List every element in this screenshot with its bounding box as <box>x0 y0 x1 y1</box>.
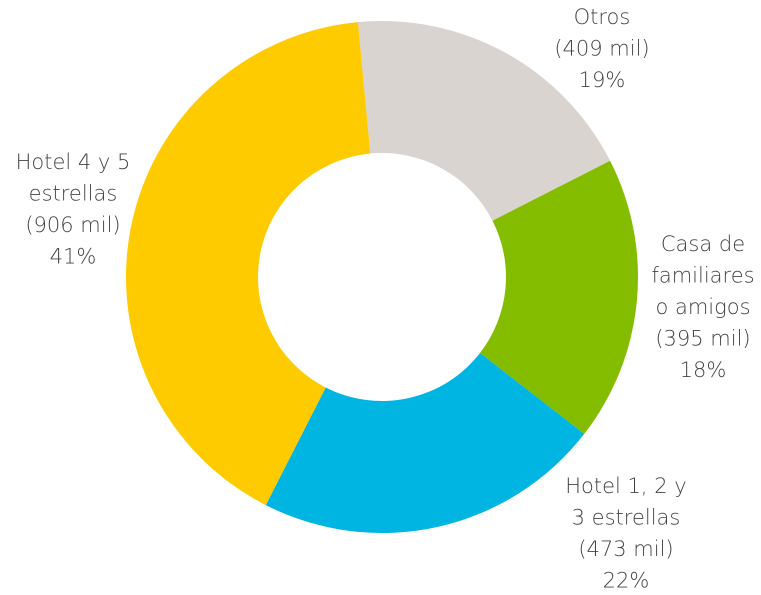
amount-label: (906 mil) <box>25 213 120 237</box>
slice-label: Casa de <box>661 232 745 256</box>
amount-label: (395 mil) <box>655 327 750 351</box>
value-label: 22% <box>603 569 650 593</box>
slice-label: familiares <box>651 264 754 288</box>
slice-label: 3 estrellas <box>572 506 681 530</box>
slice-label: o amigos <box>655 295 750 319</box>
slice-label: Otros <box>574 5 631 29</box>
donut-slice <box>125 22 371 506</box>
value-label: 18% <box>680 358 727 382</box>
value-label: 19% <box>579 68 626 92</box>
amount-label: (473 mil) <box>578 537 673 561</box>
slice-label: estrellas <box>29 182 118 206</box>
donut-slice <box>357 21 611 221</box>
slice-label: Hotel 4 y 5 <box>16 150 131 174</box>
donut-slice <box>479 160 638 434</box>
amount-label: (409 mil) <box>554 37 649 61</box>
donut-slice <box>265 353 585 533</box>
value-label: 41% <box>50 245 97 269</box>
slice-label: Hotel 1, 2 y <box>565 474 686 498</box>
